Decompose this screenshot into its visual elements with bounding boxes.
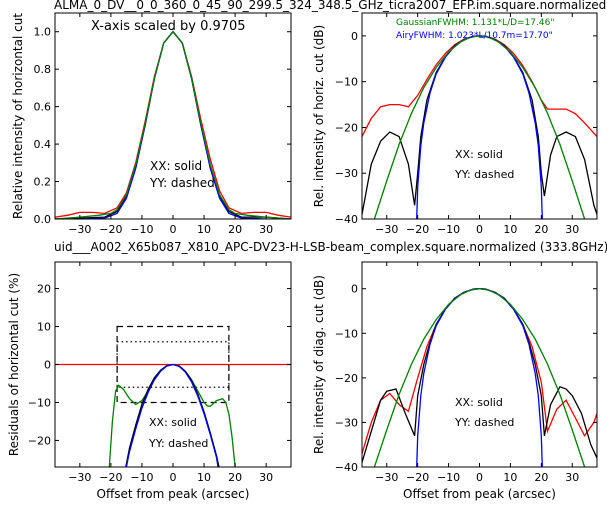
x-tick-label: −10: [130, 223, 153, 236]
blue-series-line: [416, 288, 543, 467]
x-tick-label: 0: [476, 471, 483, 484]
y-tick-label: 0.8: [34, 63, 52, 76]
x-tick-label: −10: [130, 471, 153, 484]
x-tick-label: −30: [375, 471, 398, 484]
black-series-line: [55, 30, 291, 219]
x-tick-label: −10: [437, 471, 460, 484]
x-tick-label: 0: [476, 223, 483, 236]
axes-frame: [361, 12, 598, 220]
y-tick-label: 0: [351, 283, 358, 296]
y-tick-label: −10: [335, 76, 358, 89]
x-tick-label: 0: [170, 223, 177, 236]
x-tick-label: 0: [170, 471, 177, 484]
y-tick-label: −40: [335, 461, 358, 474]
y-tick-label: 0: [351, 30, 358, 43]
blue-series-line: [416, 35, 543, 219]
x-tick-label: 20: [228, 471, 242, 484]
x-tick-label: −20: [99, 223, 122, 236]
blue-series-line: [55, 30, 291, 219]
y-tick-label: −30: [335, 416, 358, 429]
blue-series-line: [125, 363, 219, 467]
y-tick-label: −40: [335, 213, 358, 226]
black-series-line: [362, 288, 597, 463]
chart-annotation: YY: dashed: [149, 176, 215, 190]
chart-annotation: AiryFWHM: 1.023*L/10.7m=17.70": [396, 31, 553, 41]
chart-annotation: XX: solid: [455, 148, 503, 161]
red-series-line: [362, 35, 597, 138]
y-tick-label: −20: [28, 434, 51, 447]
x-tick-label: 10: [197, 223, 211, 236]
x-tick-label: −20: [406, 471, 429, 484]
plot-area: [362, 35, 597, 219]
plot-diagonal-cut-db: −30 −20 −10 0 10 20 30 −40 −30 −20 −10 0 Rel. intens…: [312, 261, 598, 501]
chart-annotation: YY: dashed: [148, 437, 208, 450]
x-axis-label: Offset from peak (arcsec): [97, 487, 250, 501]
y-axis-label: Residuals of horizontal cut (%): [7, 273, 21, 456]
chart-annotation: XX: solid: [150, 159, 202, 173]
y-tick-label: 0.6: [34, 101, 52, 114]
x-tick-label: 10: [503, 223, 517, 236]
axes-frame: [361, 261, 598, 468]
x-axis-label: Offset from peak (arcsec): [403, 487, 556, 501]
y-tick-label: 0.4: [34, 138, 52, 151]
y-tick-label: 1.0: [34, 26, 52, 39]
x-tick-label: 30: [259, 471, 273, 484]
y-axis-label: Relative intensity of horizontal cut: [11, 13, 25, 219]
dashed-bound-box: [116, 325, 230, 404]
chart-annotation: GaussianFWHM: 1.131*L/D=17.46": [396, 18, 554, 28]
top-title: ALMA_0_DV__0_0_360_0_45_90_299.5_324_348…: [54, 0, 606, 12]
y-tick-label: −20: [335, 121, 358, 134]
x-tick-label: −20: [406, 223, 429, 236]
black-series-line: [362, 35, 597, 215]
chart-annotation: XX: solid: [149, 416, 197, 429]
y-tick-label: 0.2: [34, 176, 52, 189]
chart-annotation: X-axis scaled by 0.9705: [91, 19, 246, 34]
y-tick-label: −20: [335, 372, 358, 385]
green-series-line: [55, 30, 291, 219]
y-axis-label: Rel. intensity of horiz. cut (dB): [312, 25, 326, 207]
x-tick-label: −10: [437, 223, 460, 236]
chart-annotation: XX: solid: [455, 396, 503, 409]
x-tick-label: −20: [99, 471, 122, 484]
x-tick-label: −30: [68, 223, 91, 236]
x-tick-label: 10: [503, 471, 517, 484]
y-tick-label: 10: [37, 321, 51, 334]
x-tick-label: 20: [534, 223, 548, 236]
x-tick-label: 10: [197, 471, 211, 484]
x-tick-label: −30: [68, 471, 91, 484]
x-tick-label: 20: [534, 471, 548, 484]
y-axis-label: Rel. intensity of diag. cut (dB): [312, 275, 326, 454]
y-tick-label: 0.0: [34, 213, 52, 226]
y-tick-label: −10: [28, 396, 51, 409]
x-tick-label: 30: [259, 223, 273, 236]
x-tick-label: 30: [565, 471, 579, 484]
chart-annotation: YY: dashed: [454, 168, 514, 181]
green-series-line: [373, 35, 586, 219]
plot-area: [55, 30, 291, 219]
x-tick-label: 30: [565, 223, 579, 236]
y-tick-label: 20: [37, 283, 51, 296]
mid-title: uid___A002_X65b087_X810_APC-DV23-H-LSB-b…: [54, 240, 607, 254]
x-tick-label: −30: [375, 223, 398, 236]
y-tick-label: −10: [335, 327, 358, 340]
plot-horizontal-cut-linear: −30 −20 −10 0 10 20 30 0.0 0.2 0.4 0.6 0.8 1.0 Relati…: [11, 12, 292, 236]
plot-area: [362, 288, 597, 467]
plot-horizontal-cut-db: −30 −20 −10 0 10 20 30 −40 −30 −20 −10 0 Rel. intens…: [312, 12, 598, 236]
chart-annotation: YY: dashed: [454, 416, 514, 429]
plot-area: [55, 325, 291, 467]
x-tick-label: 20: [228, 223, 242, 236]
y-tick-label: 0: [44, 359, 51, 372]
plot-horizontal-residuals: −30 −20 −10 0 10 20 30 −20 −10 0 10 20 Residuals of …: [7, 261, 292, 501]
y-tick-label: −30: [335, 167, 358, 180]
green-series-line: [373, 288, 586, 467]
